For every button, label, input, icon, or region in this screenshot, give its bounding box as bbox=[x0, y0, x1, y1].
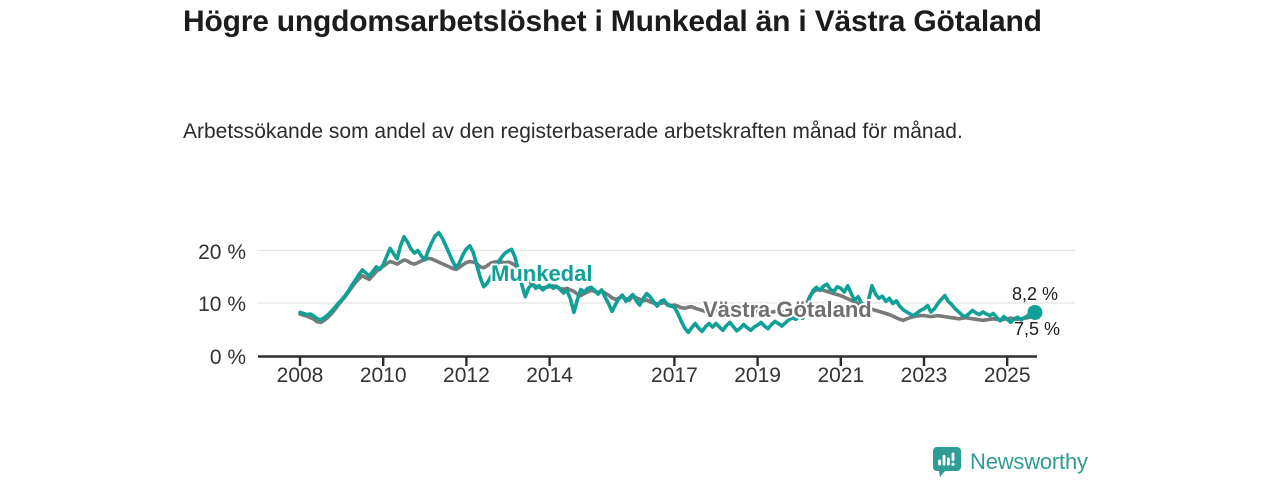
y-tick-label-10: 10 % bbox=[198, 293, 246, 316]
series-label-munkedal: Munkedal bbox=[491, 261, 592, 286]
x-tick-label-2010: 2010 bbox=[360, 364, 407, 387]
x-tick-label-2021: 2021 bbox=[817, 364, 864, 387]
x-tick-label-2014: 2014 bbox=[526, 364, 573, 387]
chart-subtitle: Arbetssökande som andel av den registerb… bbox=[183, 120, 963, 143]
series-label-vastra-gotaland: Västra Götaland bbox=[703, 297, 872, 322]
series-line-munkedal bbox=[298, 230, 1037, 335]
newsworthy-wordmark: Newsworthy bbox=[970, 449, 1088, 474]
x-tick-label-2023: 2023 bbox=[901, 364, 948, 387]
chart-title: Högre ungdomsarbetslöshet i Munkedal än … bbox=[183, 5, 1042, 38]
gridlines bbox=[257, 249, 1075, 304]
x-tick-label-2008: 2008 bbox=[277, 364, 324, 387]
series-lines bbox=[298, 230, 1043, 335]
newsworthy-icon bbox=[933, 447, 961, 477]
newsworthy-logo: Newsworthy bbox=[933, 447, 1088, 477]
x-tick-label-2012: 2012 bbox=[443, 364, 490, 387]
x-tick-label-2025: 2025 bbox=[984, 364, 1031, 387]
x-tick-label-2019: 2019 bbox=[734, 364, 781, 387]
series-end-dot-munkedal bbox=[1027, 304, 1043, 320]
y-tick-label-0: 0 % bbox=[210, 346, 246, 369]
end-value-label-vastra-gotaland: 7,5 % bbox=[1014, 319, 1060, 339]
x-tick-label-2017: 2017 bbox=[651, 364, 698, 387]
y-tick-label-20: 20 % bbox=[198, 241, 246, 264]
series-line-västra-götaland bbox=[298, 256, 1037, 325]
x-axis bbox=[258, 355, 1037, 366]
end-value-label-munkedal: 8,2 % bbox=[1012, 284, 1058, 304]
axis-tick-labels: 2008 2010 2012 2014 2017 2019 2021 2023 2025 bbox=[277, 364, 1031, 387]
